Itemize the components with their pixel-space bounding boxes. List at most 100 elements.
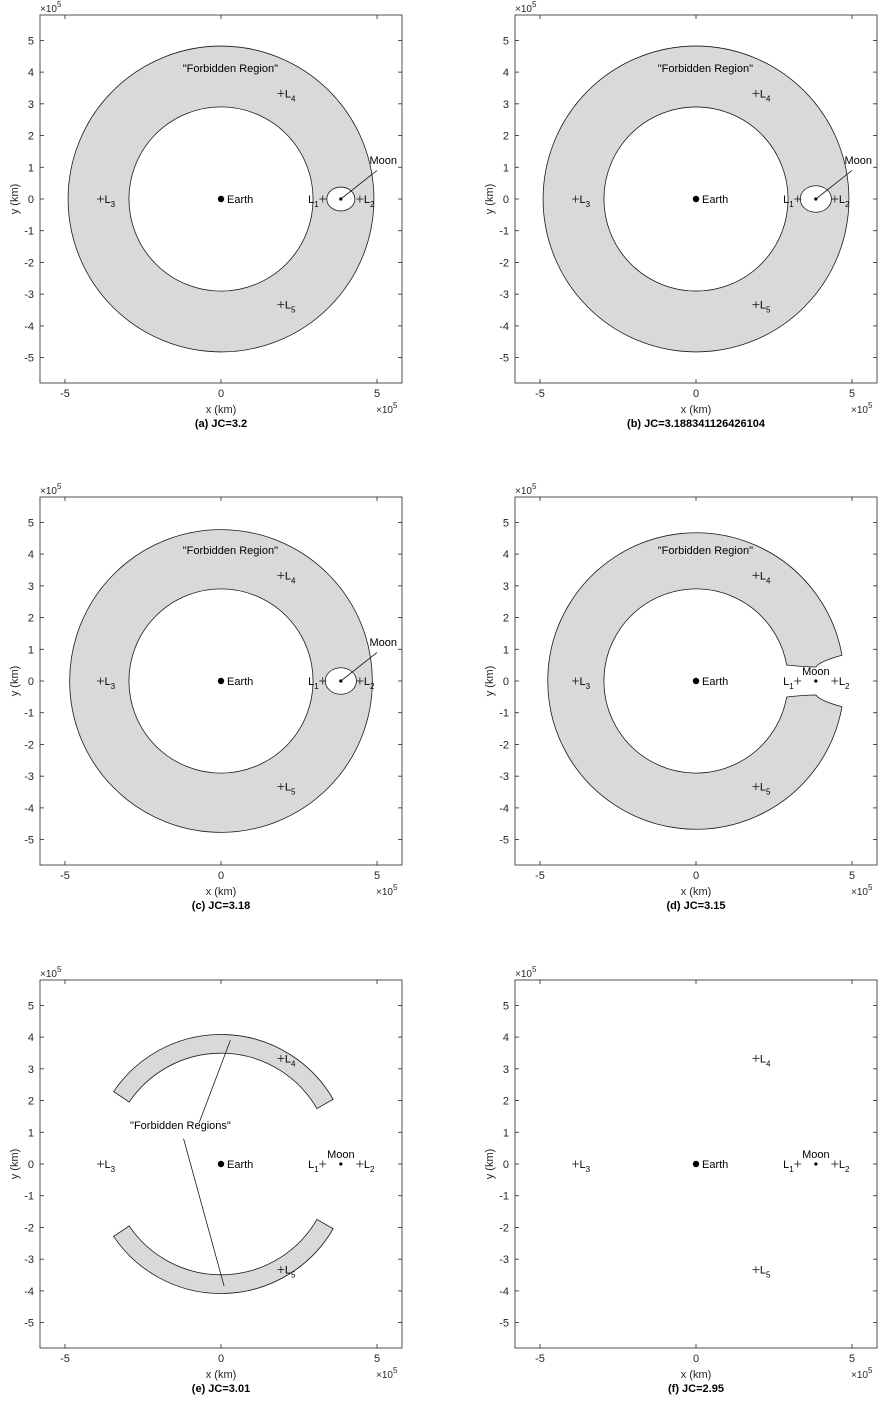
- moon-leader-line: [340, 170, 378, 200]
- y-exponent-label: ×105: [515, 0, 537, 15]
- lagrange-point-subscript: 5: [766, 1271, 771, 1280]
- y-tick-label: 4: [503, 1032, 509, 1044]
- x-axis-label: x (km): [681, 1369, 712, 1381]
- x-tick-label: -5: [60, 870, 70, 882]
- earth-label: Earth: [227, 194, 253, 206]
- y-tick-label: -4: [499, 803, 509, 815]
- lagrange-point-label: L5: [285, 782, 296, 797]
- lagrange-point-name: L: [308, 1159, 314, 1171]
- lagrange-point-label: L1: [783, 676, 794, 691]
- lagrange-point-label: L2: [839, 676, 850, 691]
- moon-leader-line: [815, 170, 853, 200]
- forbidden-region: [69, 529, 373, 833]
- y-tick-label: -2: [24, 1222, 34, 1234]
- x-tick-label: 5: [849, 1353, 855, 1365]
- lagrange-point-subscript: 4: [291, 576, 296, 585]
- x-tick-label: 0: [693, 870, 699, 882]
- forbidden-region-label: "Forbidden Region": [183, 545, 278, 557]
- y-tick-label: 4: [28, 549, 34, 561]
- forbidden-region-upper: [113, 1034, 334, 1110]
- y-exponent-label: ×105: [515, 482, 537, 497]
- y-tick-label: 1: [28, 162, 34, 174]
- y-tick-label: -3: [24, 771, 34, 783]
- lagrange-point-label: L5: [760, 782, 771, 797]
- y-tick-label: 1: [503, 162, 509, 174]
- y-tick-label: -2: [499, 739, 509, 751]
- x-tick-label: -5: [535, 1353, 545, 1365]
- y-tick-label: 1: [28, 1127, 34, 1139]
- lagrange-point-name: L: [105, 194, 111, 206]
- y-tick-label: -5: [24, 1318, 34, 1330]
- moon-marker: [814, 1162, 818, 1166]
- lagrange-point-subscript: 3: [111, 1165, 116, 1174]
- lagrange-point-name: L: [105, 1159, 111, 1171]
- y-exponent-label: ×105: [40, 0, 62, 15]
- lagrange-point-subscript: 4: [291, 1059, 296, 1068]
- y-tick-label: -5: [24, 353, 34, 365]
- lagrange-point-name: L: [760, 570, 766, 582]
- y-tick-label: -1: [24, 708, 34, 720]
- earth-marker: [217, 195, 225, 203]
- y-tick-label: -2: [499, 257, 509, 269]
- y-tick-label: -3: [499, 1254, 509, 1266]
- y-tick-label: 5: [28, 517, 34, 529]
- x-exponent-power: 5: [868, 401, 873, 410]
- y-tick-label: -1: [24, 226, 34, 238]
- y-tick-label: 3: [503, 1064, 509, 1076]
- x-tick-label: 5: [374, 1353, 380, 1365]
- x-exponent-label: ×105: [851, 1366, 873, 1381]
- lagrange-point-subscript: 3: [111, 682, 116, 691]
- x-tick-label: 5: [849, 870, 855, 882]
- y-tick-label: -1: [499, 226, 509, 238]
- y-tick-label: -2: [24, 257, 34, 269]
- forbidden-region: [542, 45, 850, 353]
- forbidden-region-label: "Forbidden Region": [658, 545, 753, 557]
- earth-marker: [217, 677, 225, 685]
- x-axis-label: x (km): [681, 886, 712, 898]
- forbidden-regions-label: "Forbidden Regions": [130, 1120, 231, 1132]
- y-exponent-power: 5: [57, 0, 62, 9]
- forbidden-region-label: "Forbidden Region": [658, 63, 753, 75]
- lagrange-point-name: L: [285, 1265, 291, 1277]
- y-exponent-power: 5: [532, 482, 537, 491]
- lagrange-point-subscript: 4: [766, 576, 771, 585]
- lagrange-point-name: L: [580, 194, 586, 206]
- lagrange-point-name: L: [783, 194, 789, 206]
- lagrange-point-label: L4: [760, 88, 771, 103]
- x-axis-label: x (km): [206, 1369, 237, 1381]
- x-tick-label: -5: [535, 870, 545, 882]
- lagrange-point-name: L: [580, 676, 586, 688]
- y-tick-label: 1: [28, 644, 34, 656]
- earth-label: Earth: [702, 676, 728, 688]
- y-tick-label: 2: [28, 131, 34, 143]
- lagrange-point-name: L: [760, 782, 766, 794]
- x-axis-label: x (km): [681, 404, 712, 416]
- y-tick-label: -3: [24, 289, 34, 301]
- moon-marker: [814, 679, 818, 683]
- x-exponent-label: ×105: [376, 883, 398, 898]
- lagrange-point-subscript: 2: [845, 1165, 850, 1174]
- lagrange-point-subscript: 2: [370, 1165, 375, 1174]
- x-exponent-power: 5: [868, 1366, 873, 1375]
- lagrange-point-name: L: [285, 1053, 291, 1065]
- lagrange-point-subscript: 5: [291, 1271, 296, 1280]
- x-tick-label: 5: [374, 870, 380, 882]
- y-tick-label: 4: [503, 67, 509, 79]
- lagrange-point-subscript: 5: [766, 788, 771, 797]
- lagrange-point-name: L: [760, 300, 766, 312]
- lagrange-point-label: L1: [783, 1159, 794, 1174]
- lagrange-point-label: L1: [308, 676, 319, 691]
- panel-caption: (f) JC=2.95: [668, 1383, 724, 1395]
- y-tick-label: 0: [503, 1159, 509, 1171]
- lagrange-point-name: L: [760, 88, 766, 100]
- y-tick-label: 0: [28, 194, 34, 206]
- x-exponent-power: 5: [393, 883, 398, 892]
- x-tick-label: 0: [693, 388, 699, 400]
- lagrange-point-name: L: [839, 1159, 845, 1171]
- y-exponent-label: ×105: [515, 965, 537, 980]
- forbidden-leader-lower: [183, 1138, 225, 1287]
- lagrange-point-label: L3: [105, 1159, 116, 1174]
- moon-label: Moon: [802, 666, 830, 678]
